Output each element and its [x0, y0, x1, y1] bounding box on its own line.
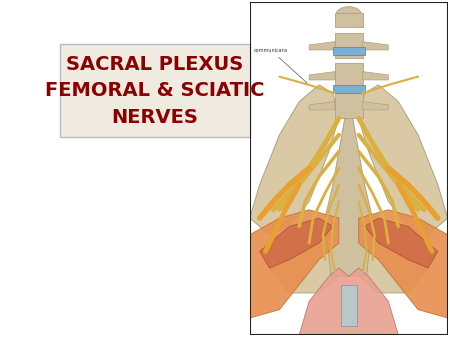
Polygon shape	[359, 210, 448, 318]
Polygon shape	[363, 72, 388, 80]
Text: NERVES: NERVES	[111, 107, 198, 126]
Bar	[333, 47, 364, 55]
Polygon shape	[270, 226, 339, 293]
Ellipse shape	[336, 7, 362, 23]
FancyBboxPatch shape	[60, 45, 250, 137]
Polygon shape	[325, 118, 373, 276]
Bar	[335, 93, 363, 118]
Polygon shape	[299, 268, 398, 335]
Bar	[341, 285, 357, 326]
Polygon shape	[364, 218, 438, 268]
Text: communicans: communicans	[254, 48, 307, 83]
Polygon shape	[363, 42, 388, 50]
Bar	[335, 63, 363, 88]
Polygon shape	[363, 102, 388, 110]
Polygon shape	[309, 102, 335, 110]
Polygon shape	[359, 226, 428, 293]
Bar	[333, 85, 364, 93]
Polygon shape	[359, 85, 448, 235]
Text: SACRAL PLEXUS: SACRAL PLEXUS	[66, 55, 243, 74]
Polygon shape	[309, 72, 335, 80]
Polygon shape	[309, 42, 335, 50]
Bar	[335, 13, 363, 27]
Text: FEMORAL & SCIATIC: FEMORAL & SCIATIC	[45, 81, 265, 100]
Bar	[335, 33, 363, 58]
Polygon shape	[250, 210, 339, 318]
Polygon shape	[250, 85, 339, 235]
Polygon shape	[260, 218, 333, 268]
